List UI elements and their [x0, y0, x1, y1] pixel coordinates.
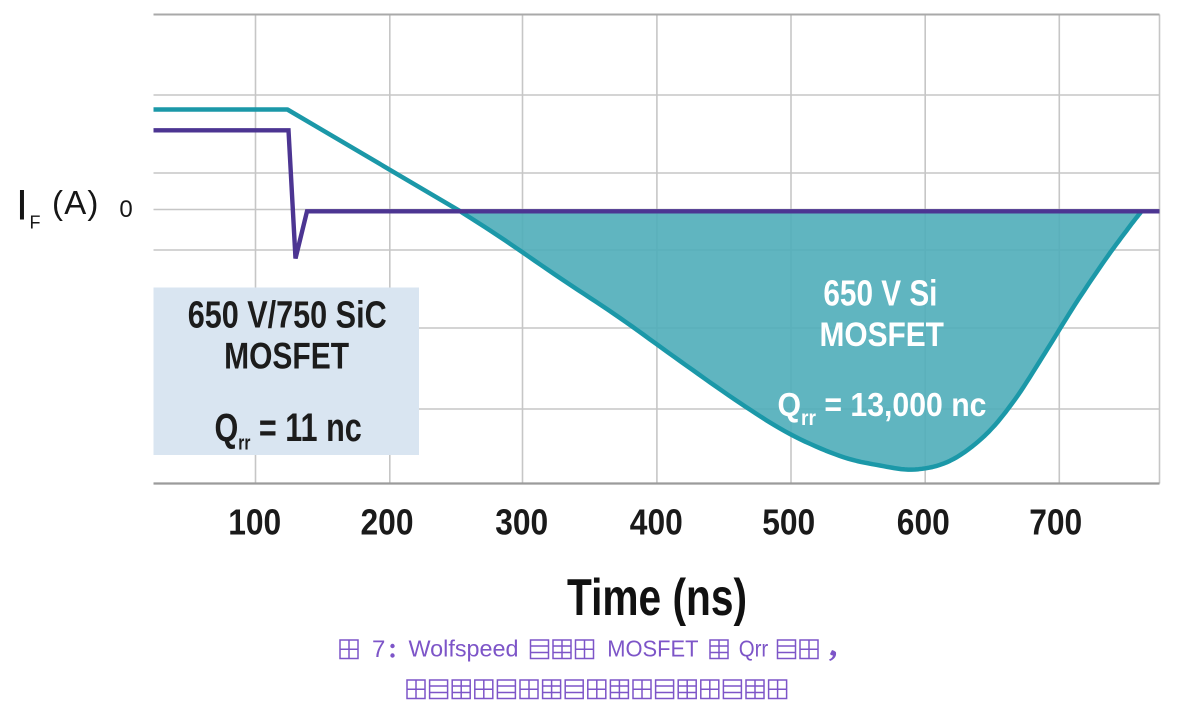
svg-text:Qrr: Qrr: [739, 636, 769, 662]
svg-text:500: 500: [762, 502, 815, 543]
svg-text:F: F: [30, 213, 41, 233]
svg-text:650 V Si: 650 V Si: [823, 273, 937, 314]
svg-text:0: 0: [119, 196, 132, 223]
svg-text:700: 700: [1029, 502, 1082, 543]
svg-text:100: 100: [228, 502, 281, 543]
svg-text:(A): (A): [52, 184, 100, 221]
svg-text:Time (ns): Time (ns): [567, 569, 747, 627]
svg-text:MOSFET: MOSFET: [224, 335, 349, 376]
svg-text:Wolfspeed: Wolfspeed: [409, 636, 519, 662]
svg-text:MOSFET: MOSFET: [607, 636, 698, 662]
svg-text:MOSFET: MOSFET: [819, 316, 944, 354]
svg-text:300: 300: [495, 502, 548, 543]
svg-text:I: I: [16, 182, 28, 230]
svg-text:400: 400: [630, 502, 683, 543]
svg-text:650 V/750 SiC: 650 V/750 SiC: [188, 294, 387, 336]
svg-text:600: 600: [897, 502, 950, 543]
svg-text:7: 7: [372, 636, 385, 663]
svg-text:Qrr = 13,000 nc: Qrr = 13,000 nc: [778, 386, 987, 430]
svg-text:Qrr = 11 nc: Qrr = 11 nc: [215, 406, 362, 455]
svg-text:200: 200: [361, 502, 414, 543]
